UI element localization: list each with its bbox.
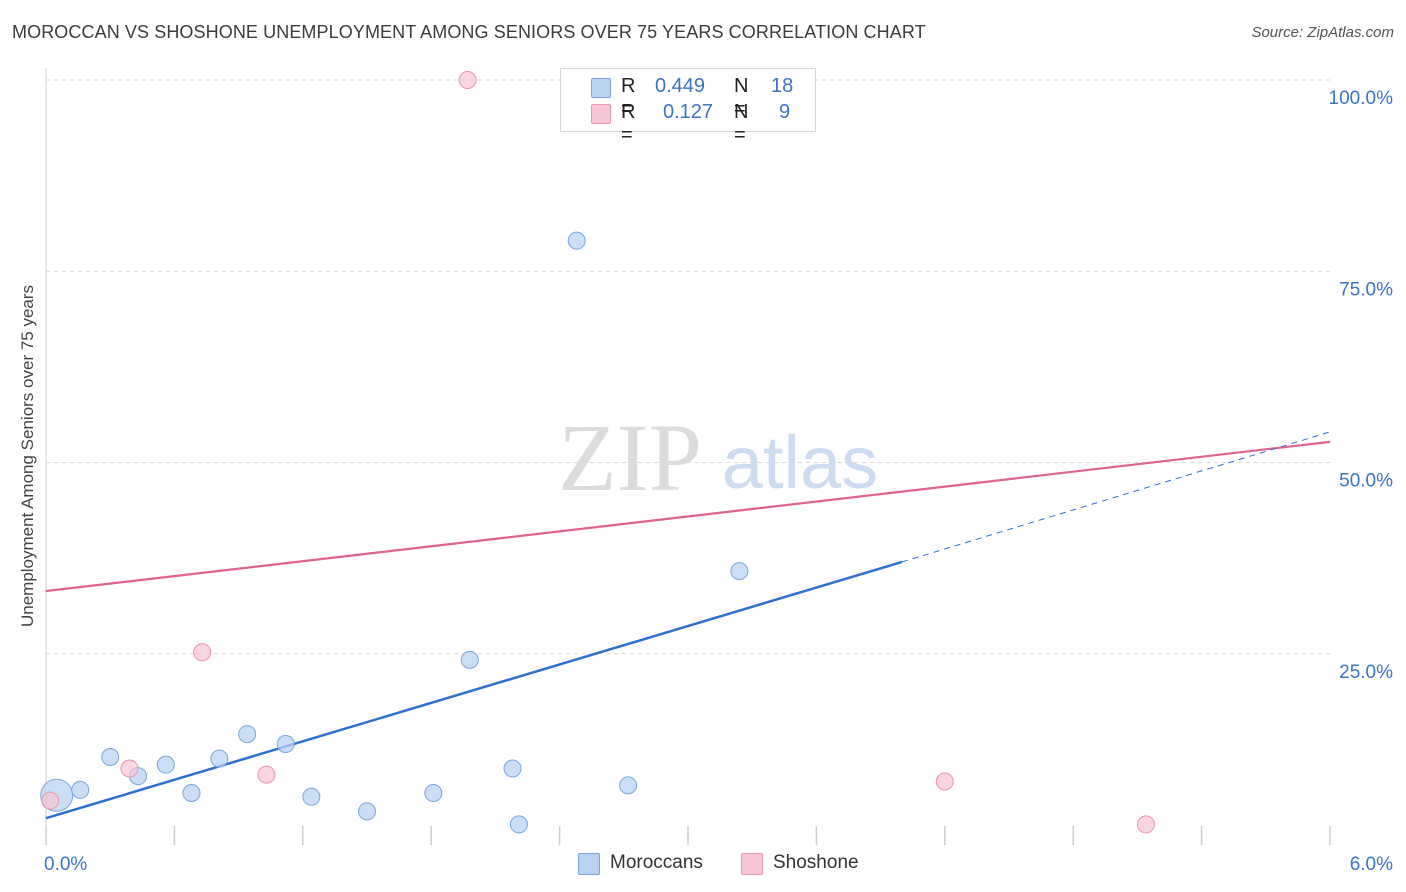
shoshone-legend-label: Shoshone <box>773 852 859 873</box>
watermark-atlas: atlas <box>722 421 878 504</box>
chart-title: MOROCCAN VS SHOSHONE UNEMPLOYMENT AMONG … <box>12 22 926 42</box>
moroccan-swatch-icon <box>591 78 611 98</box>
legend-n-label: N = <box>734 75 749 120</box>
x-tick-label: 0.0% <box>44 854 87 875</box>
moroccan-point <box>619 776 638 795</box>
shoshone-point <box>1136 815 1155 834</box>
legend-n-label: N = <box>734 101 749 146</box>
moroccan-point <box>302 787 321 806</box>
tick-labels: 100.0% 75.0% 50.0% 25.0% 0.0% 6.0% <box>44 88 1393 875</box>
data-points <box>40 71 1155 834</box>
legend-r-value: 0.127 <box>663 101 714 123</box>
watermark-zip: ZIP <box>558 404 702 511</box>
y-tick-label: 100.0% <box>1329 88 1394 109</box>
y-tick-label: 75.0% <box>1339 279 1393 300</box>
shoshone-point <box>41 791 60 810</box>
moroccan-point <box>210 749 229 768</box>
axes <box>45 68 1331 845</box>
moroccan-point <box>567 231 586 250</box>
shoshone-trend-line <box>45 440 1331 593</box>
shoshone-swatch-icon <box>591 104 611 124</box>
moroccan-point <box>101 748 120 767</box>
legend-r-value: 0.449 <box>655 75 706 97</box>
moroccan-point <box>358 802 376 821</box>
moroccan-trend-line <box>45 560 903 820</box>
moroccan-point <box>460 650 479 669</box>
x-tick-label: 6.0% <box>1350 854 1393 875</box>
moroccan-point <box>509 815 528 834</box>
legend-n-value: 18 <box>771 75 794 97</box>
moroccan-point <box>730 562 749 581</box>
moroccans-legend-label: Moroccans <box>610 852 703 873</box>
legend-r-label: R = <box>621 101 636 146</box>
moroccan-point <box>424 783 443 802</box>
correlation-legend: R = 0.449 N = 18 R = 0.127 N = 9 <box>560 68 816 146</box>
shoshone-point <box>193 643 212 662</box>
trend-lines <box>45 431 1331 820</box>
shoshone-legend-icon <box>741 853 763 875</box>
moroccan-point <box>503 759 522 778</box>
source-label: Source: ZipAtlas.com <box>1251 24 1394 41</box>
moroccan-point <box>71 780 90 799</box>
moroccan-point <box>276 735 295 754</box>
shoshone-point <box>120 759 139 778</box>
shoshone-point <box>935 772 954 791</box>
moroccan-legend-icon <box>578 853 600 875</box>
moroccan-point <box>156 755 175 774</box>
moroccan-trend-extension <box>901 431 1331 563</box>
y-tick-label: 25.0% <box>1339 662 1393 683</box>
watermark: ZIP atlas <box>558 404 878 511</box>
shoshone-point <box>257 765 276 784</box>
y-tick-label: 50.0% <box>1339 471 1393 492</box>
moroccan-point <box>182 783 201 802</box>
shoshone-point <box>458 71 477 89</box>
legend-r-label: R = <box>621 75 636 120</box>
moroccan-point <box>238 725 257 744</box>
legend-n-value: 9 <box>779 101 791 123</box>
